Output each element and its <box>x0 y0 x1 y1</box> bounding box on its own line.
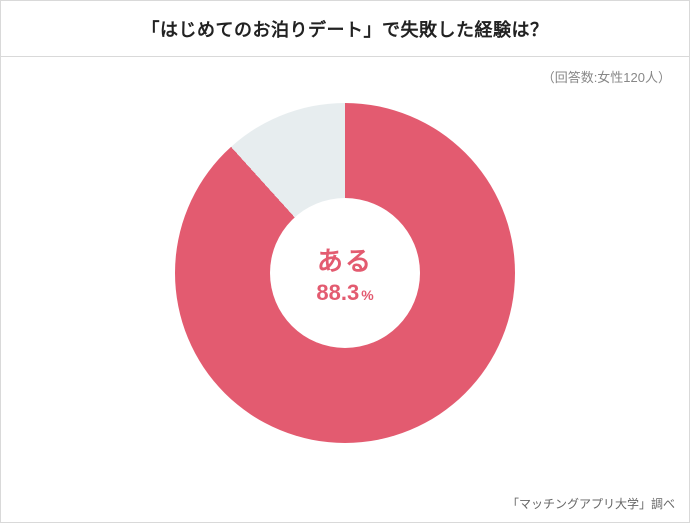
center-value-number: 88.3 <box>316 280 359 305</box>
respondent-count: （回答数:女性120人） <box>542 67 671 86</box>
chart-title: 「はじめてのお泊りデート」で失敗した経験は？ <box>142 16 549 42</box>
chart-card: 「はじめてのお泊りデート」で失敗した経験は？ （回答数:女性120人） ある 8… <box>0 0 690 523</box>
donut-hole: ある 88.3% <box>270 198 420 348</box>
center-value-unit: % <box>361 287 373 303</box>
center-label: ある <box>317 241 373 278</box>
title-bar: 「はじめてのお泊りデート」で失敗した経験は？ <box>1 1 689 57</box>
donut-chart: ある 88.3% <box>175 103 515 443</box>
center-value: 88.3% <box>316 280 373 306</box>
footer-credit: 「マッチングアプリ大学」調べ <box>507 495 675 512</box>
